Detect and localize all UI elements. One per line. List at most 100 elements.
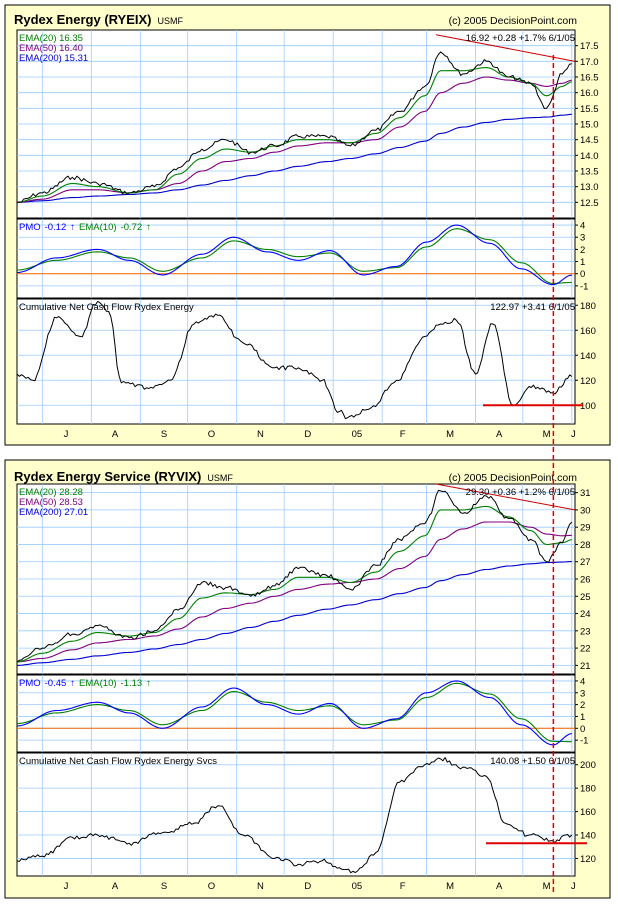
pmo-signal-label: EMA(10): [79, 222, 116, 233]
cash-flow-line: [16, 757, 573, 874]
x-tick-label: N: [257, 881, 264, 892]
x-tick-label: D: [304, 429, 311, 440]
price-panel: 21 22 23 24 25 26 27 28 29 30 31 EMA(20) 28.28EMA(5…: [16, 483, 591, 675]
x-tick-label: M: [446, 429, 454, 440]
x-tick-label: O: [208, 881, 215, 892]
pmo-signal-label: EMA(10): [79, 678, 116, 689]
ema-legend-1: EMA(20) 16.35: [19, 33, 83, 44]
x-tick-label: S: [161, 429, 167, 440]
y-tick-label: 2: [580, 700, 585, 711]
pmo-value: -0.45: [45, 678, 67, 689]
pmo-signal-line: [16, 682, 572, 743]
cash-flow-readout: 140.08 +1.50 6/1/05: [490, 756, 575, 767]
cash-flow-line: [16, 301, 573, 420]
y-tick-label: 13.5: [580, 167, 599, 178]
y-tick-label: 3: [580, 688, 585, 699]
copyright-label: (c) 2005 DecisionPoint.com: [449, 472, 578, 484]
y-tick-label: 140: [580, 351, 596, 362]
y-tick-label: 29: [580, 523, 591, 534]
pmo-arrow-icon: ↑: [70, 222, 75, 233]
price-line: [16, 489, 573, 663]
pmo-plot-area: [16, 218, 576, 299]
x-tick-label: 05: [352, 881, 363, 892]
x-tick-label: D: [304, 881, 311, 892]
y-tick-label: 3: [580, 233, 585, 244]
ema-legend-2: EMA(50) 16.40: [19, 43, 83, 54]
copyright-label: (c) 2005 DecisionPoint.com: [449, 15, 578, 27]
y-tick-label: 22: [580, 644, 591, 655]
x-tick-label: N: [257, 429, 264, 440]
y-tick-label: 4: [580, 676, 585, 687]
y-tick-label: 0: [580, 269, 585, 280]
trend-line: [435, 483, 576, 511]
y-tick-label: 1: [580, 257, 585, 268]
ema20-line: [16, 505, 572, 663]
y-tick-label: 28: [580, 540, 591, 551]
ema200-line: [17, 113, 572, 203]
y-tick-label: 120: [580, 854, 596, 865]
pmo-label: PMO: [19, 222, 41, 233]
flow-panel: 120 140 160 180 200 Cumulative Net Cash Flow …: [16, 752, 596, 877]
flow-plot-area: [16, 752, 576, 877]
pmo-signal-value: -1.13: [121, 678, 143, 689]
pmo-line: [16, 680, 572, 746]
y-tick-label: 12.5: [580, 198, 599, 209]
y-tick-label: 200: [580, 760, 596, 771]
x-tick-label: M: [543, 429, 551, 440]
x-tick-label: F: [400, 429, 406, 440]
price-panel: 12.5 13.0 13.5 14.0 14.5 15.0 15.5 16.0 16.5 17.0…: [16, 29, 599, 219]
x-tick-label: A: [496, 429, 503, 440]
pmo-signal-line: [17, 228, 572, 284]
chart-title: Rydex Energy (RYEIX): [14, 12, 152, 27]
flow-panel: 100 120 140 160 180 Cumulative Net Cash Flow …: [16, 298, 596, 425]
price-line: [16, 51, 572, 203]
ema-legend-3: EMA(200) 15.31: [19, 53, 88, 64]
y-tick-label: 15.0: [580, 120, 599, 131]
x-tick-label: 05: [352, 429, 363, 440]
ema50-line: [16, 521, 572, 663]
y-tick-label: 24: [580, 609, 591, 620]
y-tick-label: 30: [580, 505, 591, 516]
pmo-arrow-icon: ↑: [70, 678, 75, 689]
x-tick-label: A: [112, 881, 119, 892]
x-tick-label: J: [64, 429, 69, 440]
y-tick-label: 0: [580, 724, 585, 735]
x-tick-label: F: [400, 881, 406, 892]
y-tick-label: 23: [580, 626, 591, 637]
x-tick-label: M: [446, 881, 454, 892]
y-tick-label: 2: [580, 245, 585, 256]
y-tick-label: 16.5: [580, 73, 599, 84]
y-tick-label: 14.0: [580, 151, 599, 162]
ema-legend-1: EMA(20) 28.28: [19, 487, 83, 498]
pmo-signal-value: -0.72: [121, 222, 143, 233]
y-tick-label: 17.0: [580, 57, 599, 68]
x-tick-label: M: [543, 881, 551, 892]
y-tick-label: 13.0: [580, 182, 599, 193]
flow-plot-area: [16, 298, 576, 425]
x-tick-label: A: [496, 881, 503, 892]
y-tick-label: 17.5: [580, 41, 599, 52]
x-tick-label: S: [161, 881, 167, 892]
y-tick-label: 14.5: [580, 135, 599, 146]
y-tick-label: 1: [580, 712, 585, 723]
y-tick-label: -1: [580, 281, 588, 292]
price-readout: 29.30 +0.36 +1.2% 6/1/05: [466, 487, 575, 498]
chart-block-1: Rydex Energy (RYEIX) USMF (c) 2005 Decisio…: [4, 4, 611, 446]
y-tick-label: 16.0: [580, 88, 599, 99]
exchange-label: USMF: [158, 16, 184, 26]
cash-flow-label: Cumulative Net Cash Flow Rydex Energy Sv…: [19, 756, 217, 767]
x-tick-label: A: [112, 429, 119, 440]
x-tick-label: J: [571, 429, 576, 440]
y-tick-label: 15.5: [580, 104, 599, 115]
y-tick-label: 26: [580, 575, 591, 586]
chart-title: Rydex Energy Service (RYVIX): [14, 469, 201, 484]
cash-flow-readout: 122.97 +3.41 6/1/05: [490, 302, 575, 313]
y-tick-label: 160: [580, 326, 596, 337]
y-tick-label: 4: [580, 221, 585, 232]
chart-block-2: Rydex Energy Service (RYVIX) USMF (c) 2005…: [4, 459, 611, 899]
y-tick-label: 31: [580, 488, 591, 499]
